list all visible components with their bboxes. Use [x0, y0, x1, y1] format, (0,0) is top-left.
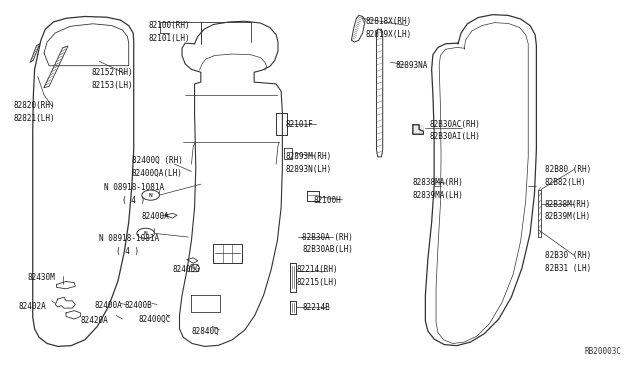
- Text: N: N: [148, 193, 152, 198]
- Text: 82101(LH): 82101(LH): [148, 34, 190, 43]
- Text: 82B30A (RH): 82B30A (RH): [303, 232, 353, 241]
- Text: 82893N(LH): 82893N(LH): [285, 165, 332, 174]
- Text: 82821(LH): 82821(LH): [14, 114, 56, 123]
- Text: 82B39M(LH): 82B39M(LH): [545, 212, 591, 221]
- Text: 82101F: 82101F: [285, 119, 313, 128]
- Text: 82B30AB(LH): 82B30AB(LH): [303, 245, 353, 254]
- Text: 82400B: 82400B: [124, 301, 152, 310]
- Text: 82893M(RH): 82893M(RH): [285, 153, 332, 161]
- Text: 82B82(LH): 82B82(LH): [545, 178, 586, 187]
- Text: 82840Q: 82840Q: [191, 327, 219, 336]
- Text: 82B38M(RH): 82B38M(RH): [545, 200, 591, 209]
- Text: N 08918-1081A: N 08918-1081A: [104, 183, 164, 192]
- Text: 82400G: 82400G: [173, 265, 200, 274]
- Text: 82402A: 82402A: [19, 302, 47, 311]
- Text: 82893NA: 82893NA: [396, 61, 428, 70]
- Text: N: N: [144, 231, 147, 236]
- Text: 82400Q (RH): 82400Q (RH): [132, 156, 182, 165]
- Polygon shape: [413, 125, 424, 134]
- Text: 82400A: 82400A: [141, 212, 169, 221]
- Text: 82B80 (RH): 82B80 (RH): [545, 165, 591, 174]
- Text: 82215(LH): 82215(LH): [296, 278, 338, 287]
- Text: 82400QC: 82400QC: [138, 315, 170, 324]
- Text: 82B30AC(RH): 82B30AC(RH): [430, 119, 481, 128]
- Text: 82839MA(LH): 82839MA(LH): [413, 190, 464, 200]
- Text: 82818X(RH): 82818X(RH): [365, 17, 412, 26]
- Text: 82838MA(RH): 82838MA(RH): [413, 178, 464, 187]
- Text: RB20003C: RB20003C: [584, 347, 621, 356]
- Text: 82430M: 82430M: [27, 273, 55, 282]
- Text: 82B30 (RH): 82B30 (RH): [545, 251, 591, 260]
- Text: 82214(RH): 82214(RH): [296, 265, 338, 274]
- Text: 82B30AI(LH): 82B30AI(LH): [430, 132, 481, 141]
- Text: ( 4 ): ( 4 ): [116, 247, 140, 256]
- Text: 82820(RH): 82820(RH): [14, 101, 56, 110]
- Text: 82214B: 82214B: [303, 302, 330, 311]
- Text: 82400A: 82400A: [94, 301, 122, 310]
- Text: 82100(RH): 82100(RH): [148, 21, 190, 30]
- Text: 82152(RH): 82152(RH): [91, 68, 132, 77]
- Text: 82819X(LH): 82819X(LH): [365, 30, 412, 39]
- Text: ( 4 ): ( 4 ): [122, 196, 145, 205]
- Text: 82100H: 82100H: [314, 196, 342, 205]
- Text: 82B31 (LH): 82B31 (LH): [545, 263, 591, 273]
- Text: 82153(LH): 82153(LH): [91, 81, 132, 90]
- Text: 82400QA(LH): 82400QA(LH): [132, 169, 182, 178]
- Text: 82420A: 82420A: [81, 317, 108, 326]
- Text: N 08918-1081A: N 08918-1081A: [99, 234, 159, 243]
